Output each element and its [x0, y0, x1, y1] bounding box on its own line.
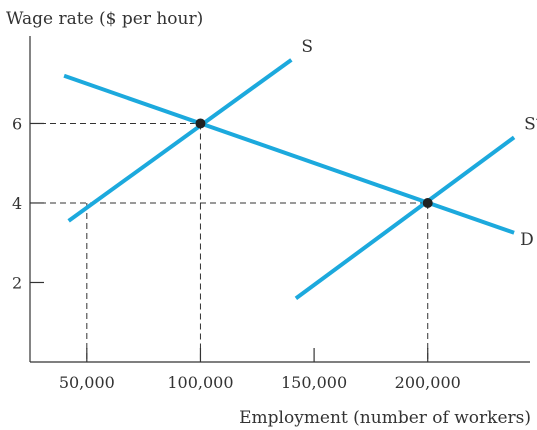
y-tick-label-0: 2	[12, 273, 22, 292]
series-label-2: S′	[524, 114, 537, 134]
series-line-0	[67, 58, 293, 223]
series-label-0: S	[301, 37, 313, 57]
series-line-1	[63, 73, 515, 235]
series-label-1: D	[520, 230, 534, 250]
series-group: S D S′	[63, 37, 537, 300]
y-tick-label-2: 6	[12, 114, 22, 133]
x-tick-label-0: 50,000	[59, 373, 115, 392]
guide-lines	[30, 122, 429, 362]
equilibrium-point-1	[422, 197, 433, 208]
y-tick-label-1: 4	[12, 194, 22, 213]
series-line-2	[294, 135, 516, 300]
x-tick-label-1: 100,000	[167, 373, 233, 392]
y-axis-label: Wage rate ($ per hour)	[6, 9, 203, 29]
x-axis-label: Employment (number of workers)	[239, 408, 531, 428]
equilibrium-points	[195, 118, 433, 208]
x-tick-label-3: 200,000	[395, 373, 461, 392]
equilibrium-point-0	[195, 118, 206, 129]
axis-ticks: 50,000 100,000 150,000 200,000 2 4 6	[12, 114, 461, 392]
x-tick-label-2: 150,000	[281, 373, 347, 392]
